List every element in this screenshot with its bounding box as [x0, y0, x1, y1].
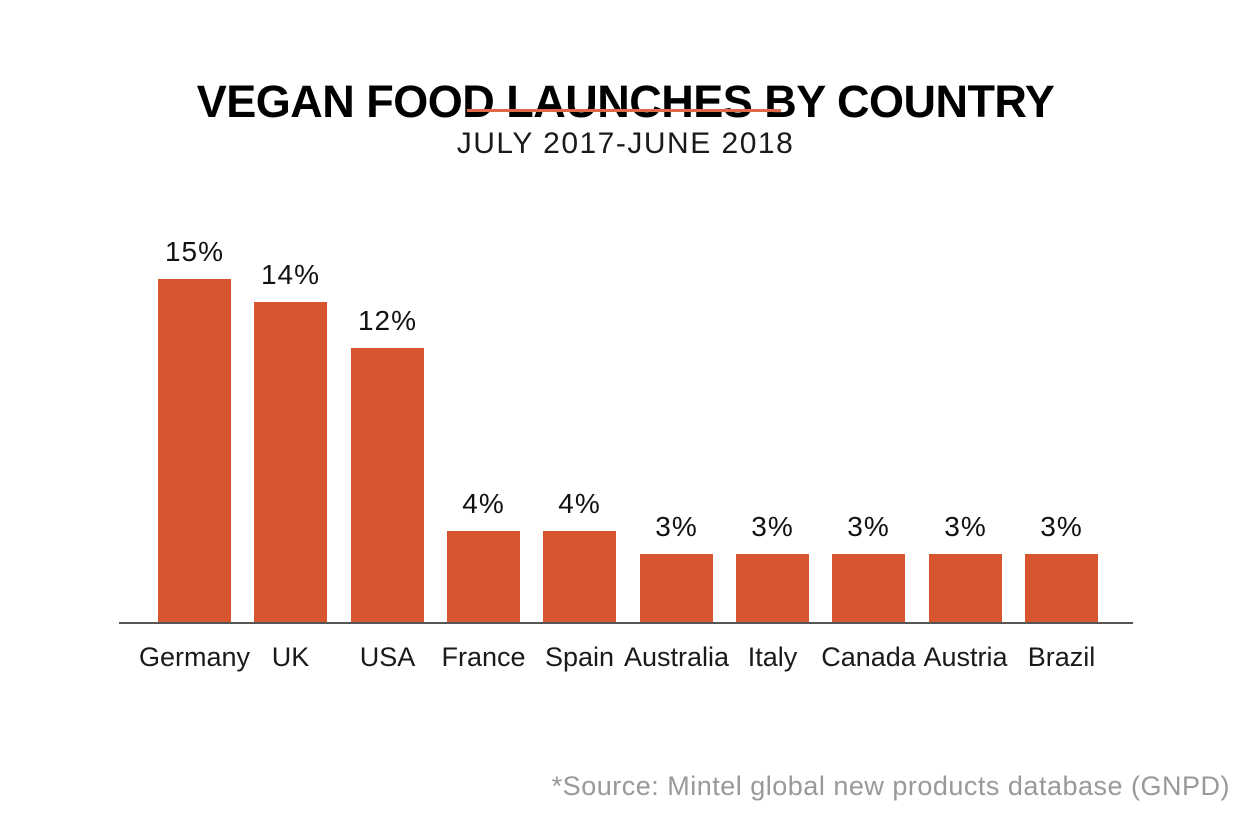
axis-label-uk: UK — [271, 642, 310, 672]
bar-uk — [254, 302, 327, 623]
axis-label-spain: Spain — [544, 642, 615, 672]
bar-value-label-austria: 3% — [944, 511, 987, 542]
bar-group-italy: 3% Italy — [736, 511, 809, 672]
bar-usa — [351, 348, 424, 623]
bar-group-france: 4% France — [441, 488, 525, 673]
bar-italy — [736, 554, 809, 623]
bar-value-label-spain: 4% — [558, 488, 601, 519]
bar-spain — [543, 531, 616, 623]
bar-australia — [640, 554, 713, 623]
bar-value-label-usa: 12% — [357, 305, 418, 336]
bar-value-label-brazil: 3% — [1040, 511, 1083, 542]
x-axis-line — [119, 622, 1133, 624]
bar-group-austria: 3% Austria — [923, 511, 1007, 673]
bar-value-label-france: 4% — [462, 488, 505, 519]
axis-label-brazil: Brazil — [1027, 642, 1096, 672]
axis-label-canada: Canada — [821, 642, 916, 672]
page-title: VEGAN FOOD LAUNCHES BY COUNTRY — [196, 76, 1055, 128]
bar-value-label-uk: 14% — [260, 259, 321, 290]
bar-austria — [929, 554, 1002, 623]
axis-label-usa: USA — [359, 642, 416, 672]
source-note: *Source: Mintel global new products data… — [551, 771, 1230, 801]
chart-subtitle: JULY 2017-JUNE 2018 — [456, 127, 795, 160]
bar-value-label-australia: 3% — [655, 511, 698, 542]
bar-group-usa: 12% USA — [351, 305, 424, 672]
bar-germany — [158, 279, 231, 623]
bar-group-germany: 15% Germany — [139, 236, 250, 673]
axis-label-france: France — [441, 642, 526, 672]
bar-group-canada: 3% Canada — [821, 511, 916, 673]
bar-group-spain: 4% Spain — [543, 488, 616, 672]
axis-label-germany: Germany — [138, 642, 251, 672]
bar-france — [447, 531, 520, 623]
axis-label-italy: Italy — [747, 642, 798, 672]
bar-value-label-canada: 3% — [847, 511, 890, 542]
bar-brazil — [1025, 554, 1098, 623]
bar-group-australia: 3% Australia — [624, 511, 729, 673]
bar-value-label-italy: 3% — [751, 511, 794, 542]
title-underline — [467, 109, 781, 112]
bar-canada — [832, 554, 905, 623]
plot-area: 15% Germany 14% UK 12% USA 4% France 4% Spain 3% Au… — [119, 0, 1133, 673]
axis-label-austria: Austria — [923, 642, 1008, 672]
axis-label-australia: Australia — [623, 642, 730, 672]
bar-group-brazil: 3% Brazil — [1025, 511, 1098, 672]
bar-group-uk: 14% UK — [254, 259, 327, 672]
bar-value-label-germany: 15% — [164, 236, 225, 267]
